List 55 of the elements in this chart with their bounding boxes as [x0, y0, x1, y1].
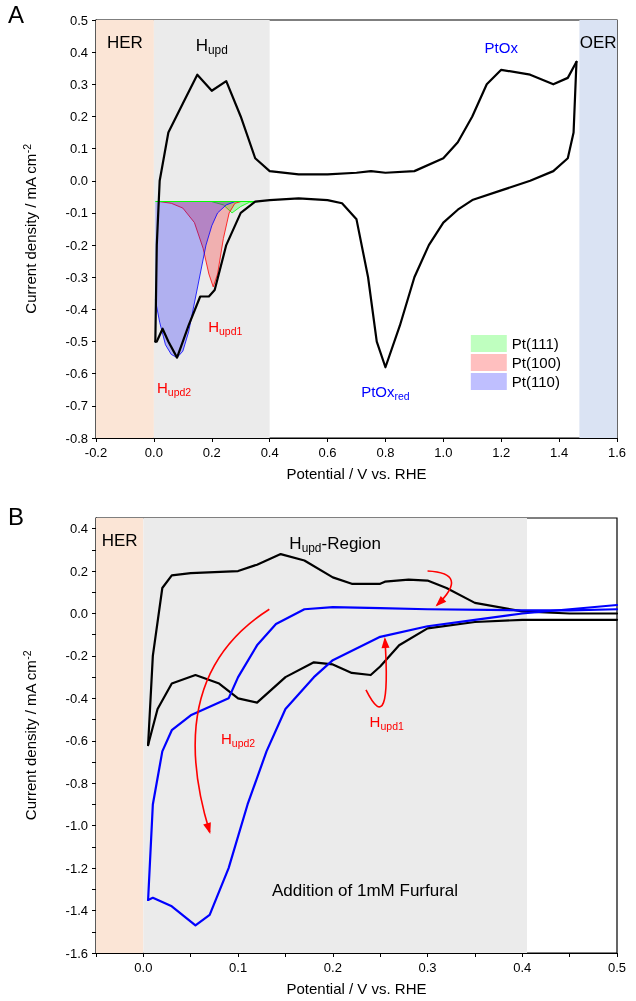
x-tick-label: 0.4	[260, 445, 279, 460]
x-tick-label: 0.5	[607, 960, 627, 975]
y-tick-label: -0.3	[65, 269, 88, 285]
y-axis-title: Current density / mA cm-2	[21, 143, 40, 314]
x-tick-label: 0.0	[144, 445, 163, 460]
y-tick-label: 0.3	[69, 76, 88, 92]
y-tick-label: -1.4	[65, 903, 88, 919]
x-tick-label: 0.2	[202, 445, 221, 460]
x-tick-label: 0.3	[418, 960, 437, 975]
y-tick-label: -0.8	[65, 430, 88, 446]
x-tick-label: 0.0	[134, 960, 153, 975]
band-label: HER	[101, 531, 138, 550]
x-tick-label: 0.4	[513, 960, 532, 975]
y-tick-label: -0.6	[65, 366, 88, 382]
legend-label: Pt(110)	[511, 373, 560, 390]
y-tick-label: -1.2	[65, 860, 88, 876]
y-tick-label: -0.6	[65, 733, 88, 749]
band-label: HER	[106, 33, 143, 52]
text: A	[8, 0, 25, 28]
annotation: Addition of 1mM Furfural	[271, 880, 459, 900]
x-tick-label: -0.2	[84, 445, 108, 460]
x-tick-label: 0.6	[318, 445, 337, 460]
legend-label: Pt(100)	[511, 354, 562, 371]
y-tick-label: -1.0	[65, 818, 88, 834]
text: B	[8, 502, 25, 530]
y-tick-label: 0.0	[69, 173, 88, 189]
y-tick-label: 0.5	[69, 12, 88, 28]
y-tick-label: 0.2	[69, 563, 88, 579]
x-tick-label: 0.8	[376, 445, 395, 460]
y-tick-label: 0.0	[69, 605, 88, 621]
y-tick-label: 0.4	[69, 521, 88, 537]
x-tick-label: 1.4	[550, 445, 569, 460]
y-tick-label: -0.1	[65, 205, 88, 221]
y-tick-label: -0.8	[65, 775, 88, 791]
x-tick-label: 0.2	[323, 960, 342, 975]
y-tick-label: -0.5	[65, 334, 88, 350]
y-tick-label: -0.7	[65, 398, 88, 414]
y-axis-title: Current density / mA cm-2	[21, 650, 40, 821]
y-tick-label: -0.2	[65, 237, 88, 253]
annotation: PtOx	[484, 39, 519, 57]
y-tick-label: 0.2	[69, 108, 88, 124]
y-tick-label: 0.4	[69, 44, 88, 60]
y-tick-label: -0.4	[65, 690, 88, 706]
y-tick-label: -1.6	[65, 945, 88, 961]
x-tick-label: 1.2	[492, 445, 511, 460]
x-tick-label: 1.6	[607, 445, 627, 460]
y-tick-label: -0.2	[65, 648, 88, 664]
x-tick-label: 1.0	[434, 445, 453, 460]
y-tick-label: 0.1	[69, 141, 88, 157]
band-label: OER	[579, 33, 617, 52]
x-axis-title: Potential / V vs. RHE	[286, 980, 427, 997]
x-axis-title: Potential / V vs. RHE	[286, 465, 427, 482]
legend-label: Pt(111)	[511, 335, 559, 352]
x-tick-label: 0.1	[229, 960, 248, 975]
y-tick-label: -0.4	[65, 301, 88, 317]
